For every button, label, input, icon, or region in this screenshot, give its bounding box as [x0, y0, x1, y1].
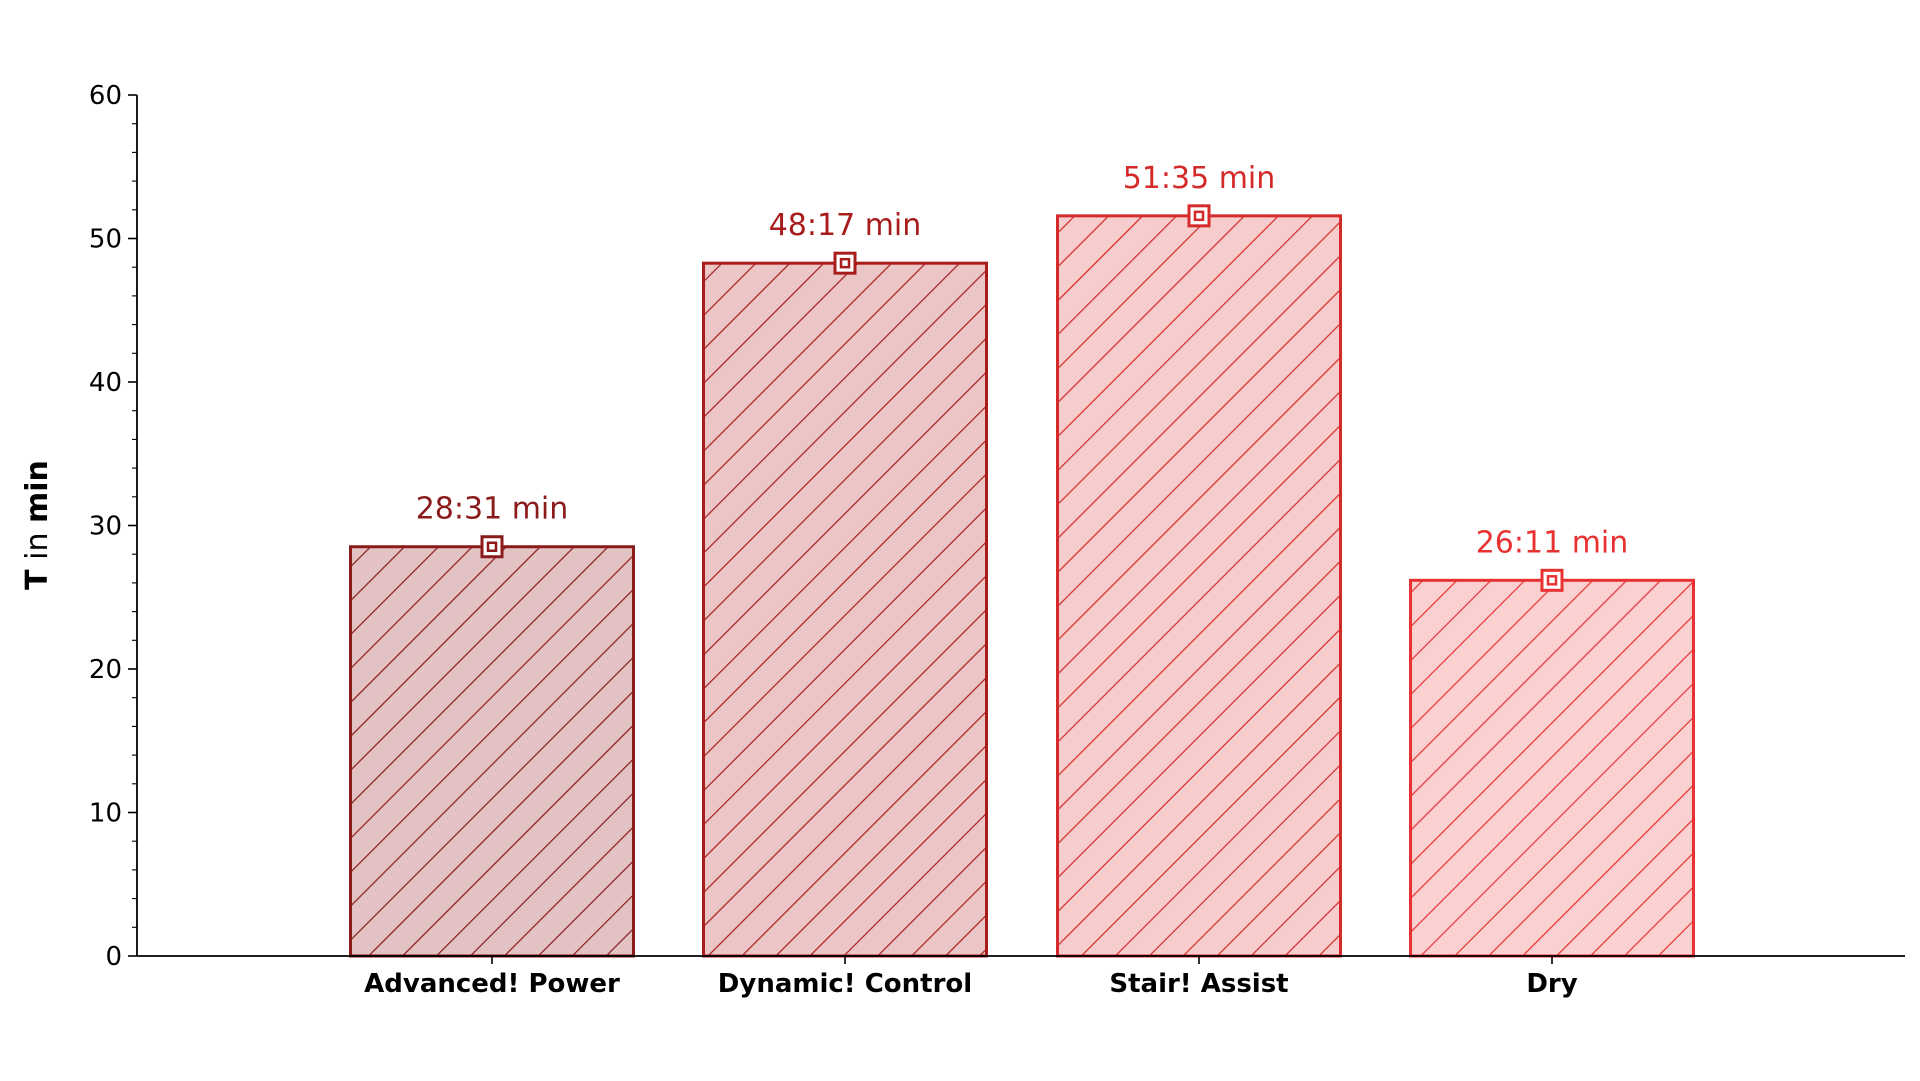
value-label-1: 48:17 min: [769, 208, 922, 243]
bar-3: [1409, 578, 1695, 958]
y-tick-label-3: 30: [89, 512, 122, 542]
labels-layer: 28:31 min Advanced! Power 48:17 min Dynamic…: [364, 161, 1628, 999]
bar-marker-outer-1: [833, 251, 857, 275]
y-axis-label-mid: in: [20, 523, 55, 569]
y-tick-label-4: 40: [89, 368, 122, 398]
category-label-0: Advanced! Power: [364, 969, 620, 999]
y-tick-label-0: 0: [105, 942, 122, 972]
bar-2: [1056, 214, 1342, 958]
category-label-1: Dynamic! Control: [718, 969, 972, 999]
category-label-3: Dry: [1526, 969, 1577, 999]
bar-marker-inner-0: [486, 541, 498, 552]
bar-1: [702, 261, 988, 958]
bars-layer: [349, 214, 1695, 958]
y-axis-label: T in min: [20, 460, 55, 590]
value-label-0: 28:31 min: [416, 492, 569, 527]
y-tick-label-6: 60: [89, 81, 122, 111]
y-axis-label-var: T: [20, 569, 55, 590]
category-label-2: Stair! Assist: [1109, 969, 1288, 999]
bar-0: [349, 545, 635, 958]
bar-marker-inner-3: [1546, 575, 1558, 586]
ticks-layer: 0 10 20 30 40 50 60: [89, 81, 1553, 972]
y-tick-label-5: 50: [89, 225, 122, 255]
bar-marker-inner-2: [1193, 210, 1205, 222]
bar-marker-outer-3: [1540, 568, 1564, 592]
y-tick-label-2: 20: [89, 655, 122, 685]
y-axis-label-unit: min: [20, 460, 55, 523]
bar-marker-inner-1: [839, 257, 851, 269]
bar-marker-outer-2: [1187, 204, 1211, 228]
value-label-2: 51:35 min: [1123, 161, 1276, 196]
y-tick-label-1: 10: [89, 799, 122, 829]
value-label-3: 26:11 min: [1476, 525, 1629, 560]
bar-marker-outer-0: [480, 535, 504, 559]
